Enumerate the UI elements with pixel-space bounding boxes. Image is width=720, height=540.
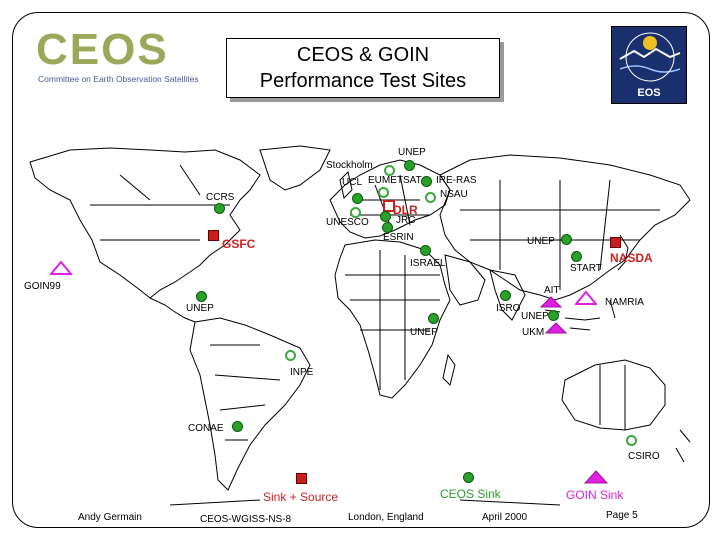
site-marker-israel[interactable] [420,245,431,256]
asia-outline [439,154,691,301]
eos-logo: EOS [611,26,687,104]
site-marker-unep-north[interactable] [404,160,415,171]
europe-outline [329,159,451,239]
site-label-namria: NAMRIA [605,297,644,308]
site-marker-jrc[interactable] [380,211,391,222]
title-box: CEOS & GOIN Performance Test Sites [226,38,500,98]
site-label-isro: ISRO [496,303,521,314]
legend-goin-sink-label: GOIN Sink [566,488,624,502]
japan-outline [617,234,629,271]
site-label-nsau: NSAU [440,189,468,200]
site-marker-unep-asia[interactable] [548,310,559,321]
title-line-2: Performance Test Sites [259,70,467,92]
site-label-goin99: GOIN99 [24,281,61,292]
site-label-unep-east: UNEP [527,236,555,247]
africa-borders [345,250,440,390]
site-marker-unep-west[interactable] [196,291,207,302]
south-america-borders [210,344,281,441]
india-outline [489,269,526,321]
site-label-nasda: NASDA [610,251,653,265]
site-marker-unep-east[interactable] [561,234,572,245]
site-label-israel: ISRAEL [410,258,446,269]
site-label-gsfc: GSFC [222,237,256,251]
site-marker-ire-ras[interactable] [425,192,436,203]
site-marker-gsfc[interactable] [208,230,219,241]
north-america-outline [29,147,261,299]
site-marker-unep-africa[interactable] [428,313,439,324]
site-label-ukm: UKM [522,327,545,338]
site-label-unep-asia: UNEP [521,311,549,322]
site-label-jrc: JRC [396,215,416,226]
australia-outline [561,359,666,431]
site-marker-conae[interactable] [232,421,243,432]
site-label-unep-west: UNEP [186,303,214,314]
arabia-outline [444,254,486,306]
uk-outline [339,171,353,199]
site-label-unesco: UNESCO [326,217,369,228]
site-marker-eumetsat[interactable] [421,176,432,187]
legend-ceos-sink-icon [463,472,474,483]
goin-marker-goin99[interactable] [50,261,72,275]
legend-sink-source-label: Sink + Source [263,490,339,504]
title-line-1: CEOS & GOIN [296,44,430,66]
site-marker-dlr[interactable] [383,200,395,212]
site-label-unep-north: UNEP [398,147,426,158]
site-marker-ceos-uk[interactable] [352,193,363,204]
footer-page: Page 5 [606,510,638,521]
africa-outline [334,239,451,399]
site-label-unep-africa: UNEP [410,327,438,338]
antarctica-hint [169,499,561,506]
site-label-ucl: UCL [342,177,363,188]
site-label-eumetsat: EUMETSAT [368,175,422,186]
madagascar-outline [442,353,456,386]
legend-goin-sink-icon [584,470,608,484]
south-america-outline [189,317,311,491]
site-marker-start[interactable] [571,251,582,262]
site-label-csiro: CSIRO [628,451,660,462]
footer-doc-id: CEOS-WGISS-NS-8 [200,514,292,525]
site-label-start: START [570,263,602,274]
goin-marker-namria[interactable] [575,291,597,305]
central-america-outline [149,297,196,323]
goin-marker-ukm[interactable] [545,322,567,334]
greenland-outline [259,145,331,191]
site-label-conae: CONAE [188,423,224,434]
site-label-ait: AIT [544,285,560,296]
site-marker-unesco[interactable] [350,207,361,218]
site-label-esrin: ESRIN [383,232,414,243]
site-marker-nasda[interactable] [610,237,621,248]
australia-borders [599,365,626,430]
site-label-dlr: DLR [393,203,418,217]
eos-emblem-icon [619,32,681,82]
footer-author: Andy Germain [78,512,142,523]
site-marker-esrin[interactable] [382,222,393,233]
site-marker-stockholm[interactable] [384,165,395,176]
ceos-logo-word: CEOS [36,25,169,74]
site-marker-csiro[interactable] [626,435,637,446]
site-label-ccrs: CCRS [206,192,235,203]
site-marker-ucl[interactable] [378,187,389,198]
legend-ceos-sink-label: CEOS Sink [440,487,501,501]
footer-location: London, England [348,512,424,523]
goin-marker-ait[interactable] [540,296,562,308]
legend-sink-source-icon [296,473,307,484]
new-zealand-outline [675,429,691,463]
eos-logo-text: EOS [637,87,661,99]
canada-borders [90,164,230,241]
site-marker-inpe[interactable] [285,350,296,361]
ceos-logo: CEOS Committee on Earth Observation Sate… [36,25,199,88]
site-label-ire-ras: IRE-RAS [436,175,477,186]
asia-borders [460,179,660,290]
site-marker-isro[interactable] [500,290,511,301]
slide-frame [12,12,710,528]
site-label-stockholm: Stockholm [326,160,373,171]
footer-date: April 2000 [482,512,528,523]
ceos-logo-subtitle: Committee on Earth Observation Satellite… [38,74,199,84]
site-label-inpe: INPE [290,367,314,378]
site-marker-ccrs[interactable] [214,203,225,214]
